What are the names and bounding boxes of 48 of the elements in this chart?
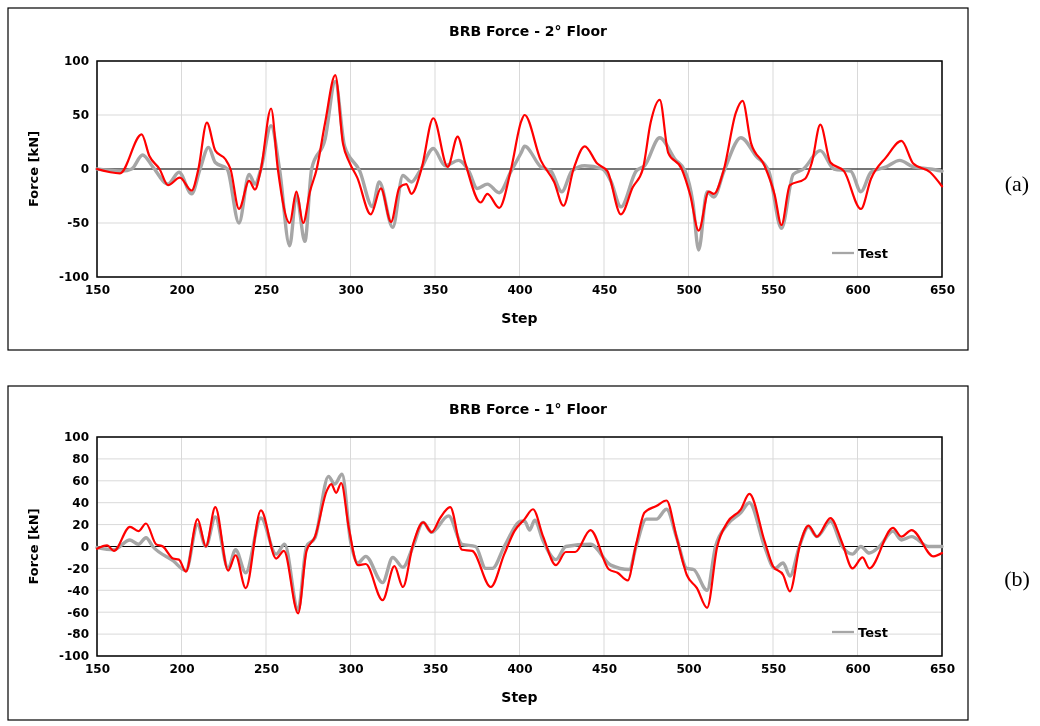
x-tick-label: 650 [929, 282, 956, 297]
y-axis-title: Force [kN] [26, 130, 41, 208]
y-tick-label: 100 [63, 54, 89, 69]
x-tick-label: 550 [760, 282, 787, 297]
x-tick-label: 450 [591, 282, 618, 297]
y-tick-label: 20 [72, 517, 89, 532]
x-tick-label: 550 [760, 661, 787, 676]
chart-title: BRB Force - 1° Floor [449, 401, 608, 417]
x-tick-label: 600 [845, 661, 871, 676]
y-axis-title: Force [kN] [26, 508, 41, 585]
legend-label: Test [858, 246, 888, 261]
y-tick-label: 0 [80, 539, 89, 554]
x-tick-label: 250 [253, 282, 280, 297]
chart-title: BRB Force - 2° Floor [449, 23, 608, 39]
x-tick-label: 350 [422, 661, 449, 676]
text: (b) [1004, 566, 1030, 591]
y-tick-label: -40 [67, 583, 89, 598]
x-tick-label: 250 [253, 661, 280, 676]
x-tick-label: 450 [591, 661, 618, 676]
y-tick-label: -100 [58, 649, 89, 664]
x-tick-label: 300 [338, 661, 364, 676]
y-tick-label: -60 [67, 605, 89, 620]
x-axis-title: Step [501, 310, 538, 326]
y-tick-label: 60 [72, 474, 89, 489]
legend-label: Test [858, 625, 888, 640]
x-tick-label: 400 [507, 282, 533, 297]
text: (a) [1004, 171, 1030, 196]
y-tick-label: -80 [67, 627, 89, 642]
x-tick-label: 150 [84, 661, 111, 676]
y-tick-label: 80 [72, 452, 89, 467]
x-tick-label: 500 [676, 661, 702, 676]
y-tick-label: -50 [67, 216, 89, 231]
y-tick-label: 40 [72, 496, 89, 511]
x-tick-label: 200 [169, 282, 195, 297]
y-tick-label: 0 [80, 162, 89, 177]
x-tick-label: 300 [338, 282, 364, 297]
x-tick-label: 650 [929, 661, 956, 676]
y-tick-label: -100 [58, 270, 89, 285]
x-tick-label: 150 [84, 282, 111, 297]
y-tick-label: -20 [67, 561, 89, 576]
x-tick-label: 350 [422, 282, 449, 297]
x-tick-label: 400 [507, 661, 533, 676]
y-tick-label: 50 [72, 108, 89, 123]
y-tick-label: 100 [63, 430, 89, 445]
x-tick-label: 600 [845, 282, 871, 297]
x-tick-label: 200 [169, 661, 195, 676]
x-axis-title: Step [501, 689, 538, 705]
x-tick-label: 500 [676, 282, 702, 297]
